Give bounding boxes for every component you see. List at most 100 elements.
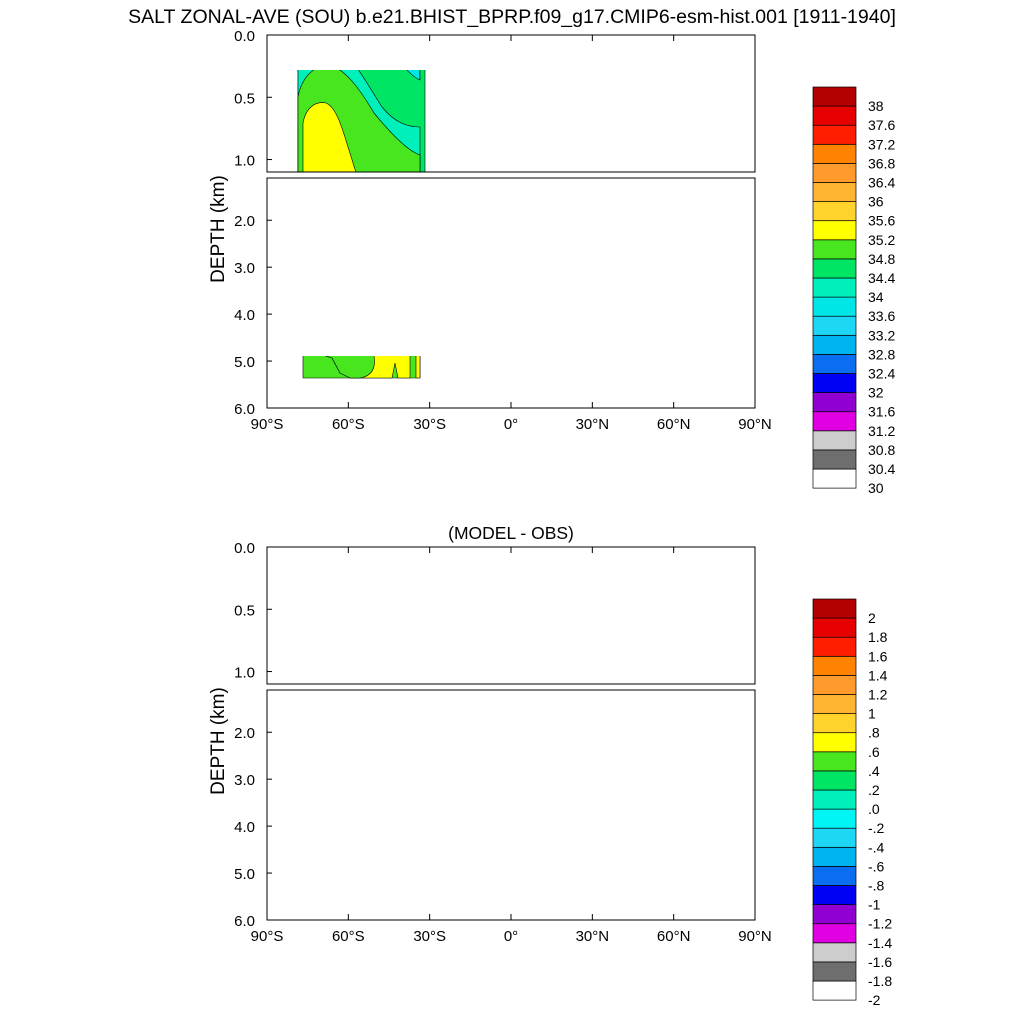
figure-title: SALT ZONAL-AVE (SOU) b.e21.BHIST_BPRP.f0… (128, 6, 896, 28)
colorbar-label: -1 (868, 897, 881, 913)
colorbar-label: 2 (868, 610, 876, 626)
colorbar-label: 33.2 (868, 327, 895, 343)
colorbar-swatch (812, 770, 857, 791)
x-tick-label: 30°N (576, 416, 610, 433)
colorbar-swatch (812, 239, 857, 260)
colorbar-label: 35.6 (868, 213, 895, 229)
y-axis-label: DEPTH (km) (208, 175, 229, 283)
colorbar-swatch (812, 866, 857, 886)
y-tick-label: 4.0 (234, 819, 255, 836)
colorbar-swatch (812, 430, 857, 451)
colorbar-swatch (812, 105, 857, 126)
x-tick-label: 0° (504, 416, 518, 433)
contour-region (416, 547, 426, 553)
colorbar-label: .6 (868, 744, 880, 760)
colorbar-swatch (812, 636, 857, 657)
colorbar-swatch (812, 468, 857, 489)
colorbar-swatch (812, 923, 857, 944)
contour-region (302, 356, 421, 379)
colorbar-label: -1.6 (868, 954, 892, 970)
x-tick-label: 30°N (576, 928, 610, 945)
contour-region (303, 593, 372, 684)
y-tick-label: 4.0 (234, 307, 255, 324)
x-tick-label: 90°S (251, 416, 284, 433)
x-tick-label: 60°S (332, 928, 365, 945)
y-tick-label: 2.0 (234, 213, 255, 230)
upper-field (297, 35, 426, 173)
y-tick-label: 0.5 (234, 602, 255, 619)
y-tick-label: 1.0 (234, 153, 255, 170)
x-tick-label: 90°N (738, 928, 772, 945)
x-tick-label: 60°S (332, 416, 365, 433)
colorbar-label: 32.8 (868, 346, 895, 362)
colorbar-swatch (812, 182, 857, 202)
x-tick-label: 0° (504, 928, 518, 945)
y-tick-label: 6.0 (234, 913, 255, 930)
colorbar-label: 37.6 (868, 117, 895, 133)
upper-plot-frame (266, 546, 756, 685)
colorbar-label: 31.2 (868, 423, 895, 439)
colorbar-swatch (812, 258, 857, 279)
contour-region (303, 690, 416, 890)
contour-region (325, 356, 375, 379)
colorbar-label: 36.4 (868, 175, 895, 191)
colorbar-swatch (812, 904, 857, 925)
colorbar-swatch (812, 675, 857, 695)
colorbar-swatch (812, 617, 857, 638)
contour-region (298, 547, 420, 592)
colorbar-swatch (812, 392, 857, 413)
x-tick-label: 60°N (657, 416, 691, 433)
colorbar-label: 33.6 (868, 308, 895, 324)
colorbar-label: 38 (868, 98, 884, 114)
colorbar-label: -1.8 (868, 973, 892, 989)
colorbar-swatch (812, 732, 857, 753)
lower-field (303, 690, 420, 890)
x-tick-label: 90°S (251, 928, 284, 945)
colorbar-label: 1.2 (868, 687, 888, 703)
colorbar-label: 36 (868, 194, 884, 210)
colorbar-swatch (812, 808, 857, 829)
colorbar-label: 36.8 (868, 155, 895, 171)
contour-region (421, 35, 426, 42)
colorbar-swatch (812, 961, 857, 982)
lower-plot-frame (266, 689, 756, 921)
colorbar-label: 37.2 (868, 136, 895, 152)
lower-field (302, 356, 421, 379)
panel-title: (MODEL - OBS) (448, 523, 574, 543)
colorbar-swatch (812, 827, 857, 848)
colorbar-label: .4 (868, 763, 880, 779)
contour-region (302, 102, 357, 173)
colorbar-label: -1.4 (868, 935, 892, 951)
colorbar-label: -.4 (868, 839, 885, 855)
y-tick-label: 1.0 (234, 665, 255, 682)
y-tick-label: 0.0 (234, 540, 255, 557)
colorbar-label: 34 (868, 289, 884, 305)
colorbar-label: 34.8 (868, 251, 895, 267)
y-tick-label: 2.0 (234, 725, 255, 742)
colorbar-swatch (812, 296, 857, 317)
contour-region (300, 563, 420, 684)
colorbar-label: 30 (868, 480, 884, 496)
contour-region (298, 547, 420, 684)
colorbar-swatch (812, 655, 857, 676)
colorbar-label: 1.8 (868, 629, 888, 645)
contour-region (372, 690, 420, 712)
colorbar-label: .2 (868, 782, 880, 798)
colorbar-swatch (812, 277, 857, 298)
colorbar-label: .8 (868, 725, 880, 741)
colorbar-swatch (812, 449, 857, 470)
colorbar-label: 1.6 (868, 648, 888, 664)
colorbar-swatch (812, 751, 857, 772)
colorbar-swatch (812, 124, 857, 145)
x-tick-label: 30°S (413, 928, 446, 945)
colorbar-label: 32.4 (868, 366, 895, 382)
colorbar-label: -1.2 (868, 916, 892, 932)
colorbar-swatch (812, 201, 857, 222)
y-tick-label: 3.0 (234, 772, 255, 789)
y-tick-label: 0.5 (234, 90, 255, 107)
colorbar-label: 32 (868, 385, 884, 401)
colorbar-swatch (812, 86, 857, 107)
colorbar-label: .0 (868, 801, 880, 817)
y-tick-label: 5.0 (234, 866, 255, 883)
